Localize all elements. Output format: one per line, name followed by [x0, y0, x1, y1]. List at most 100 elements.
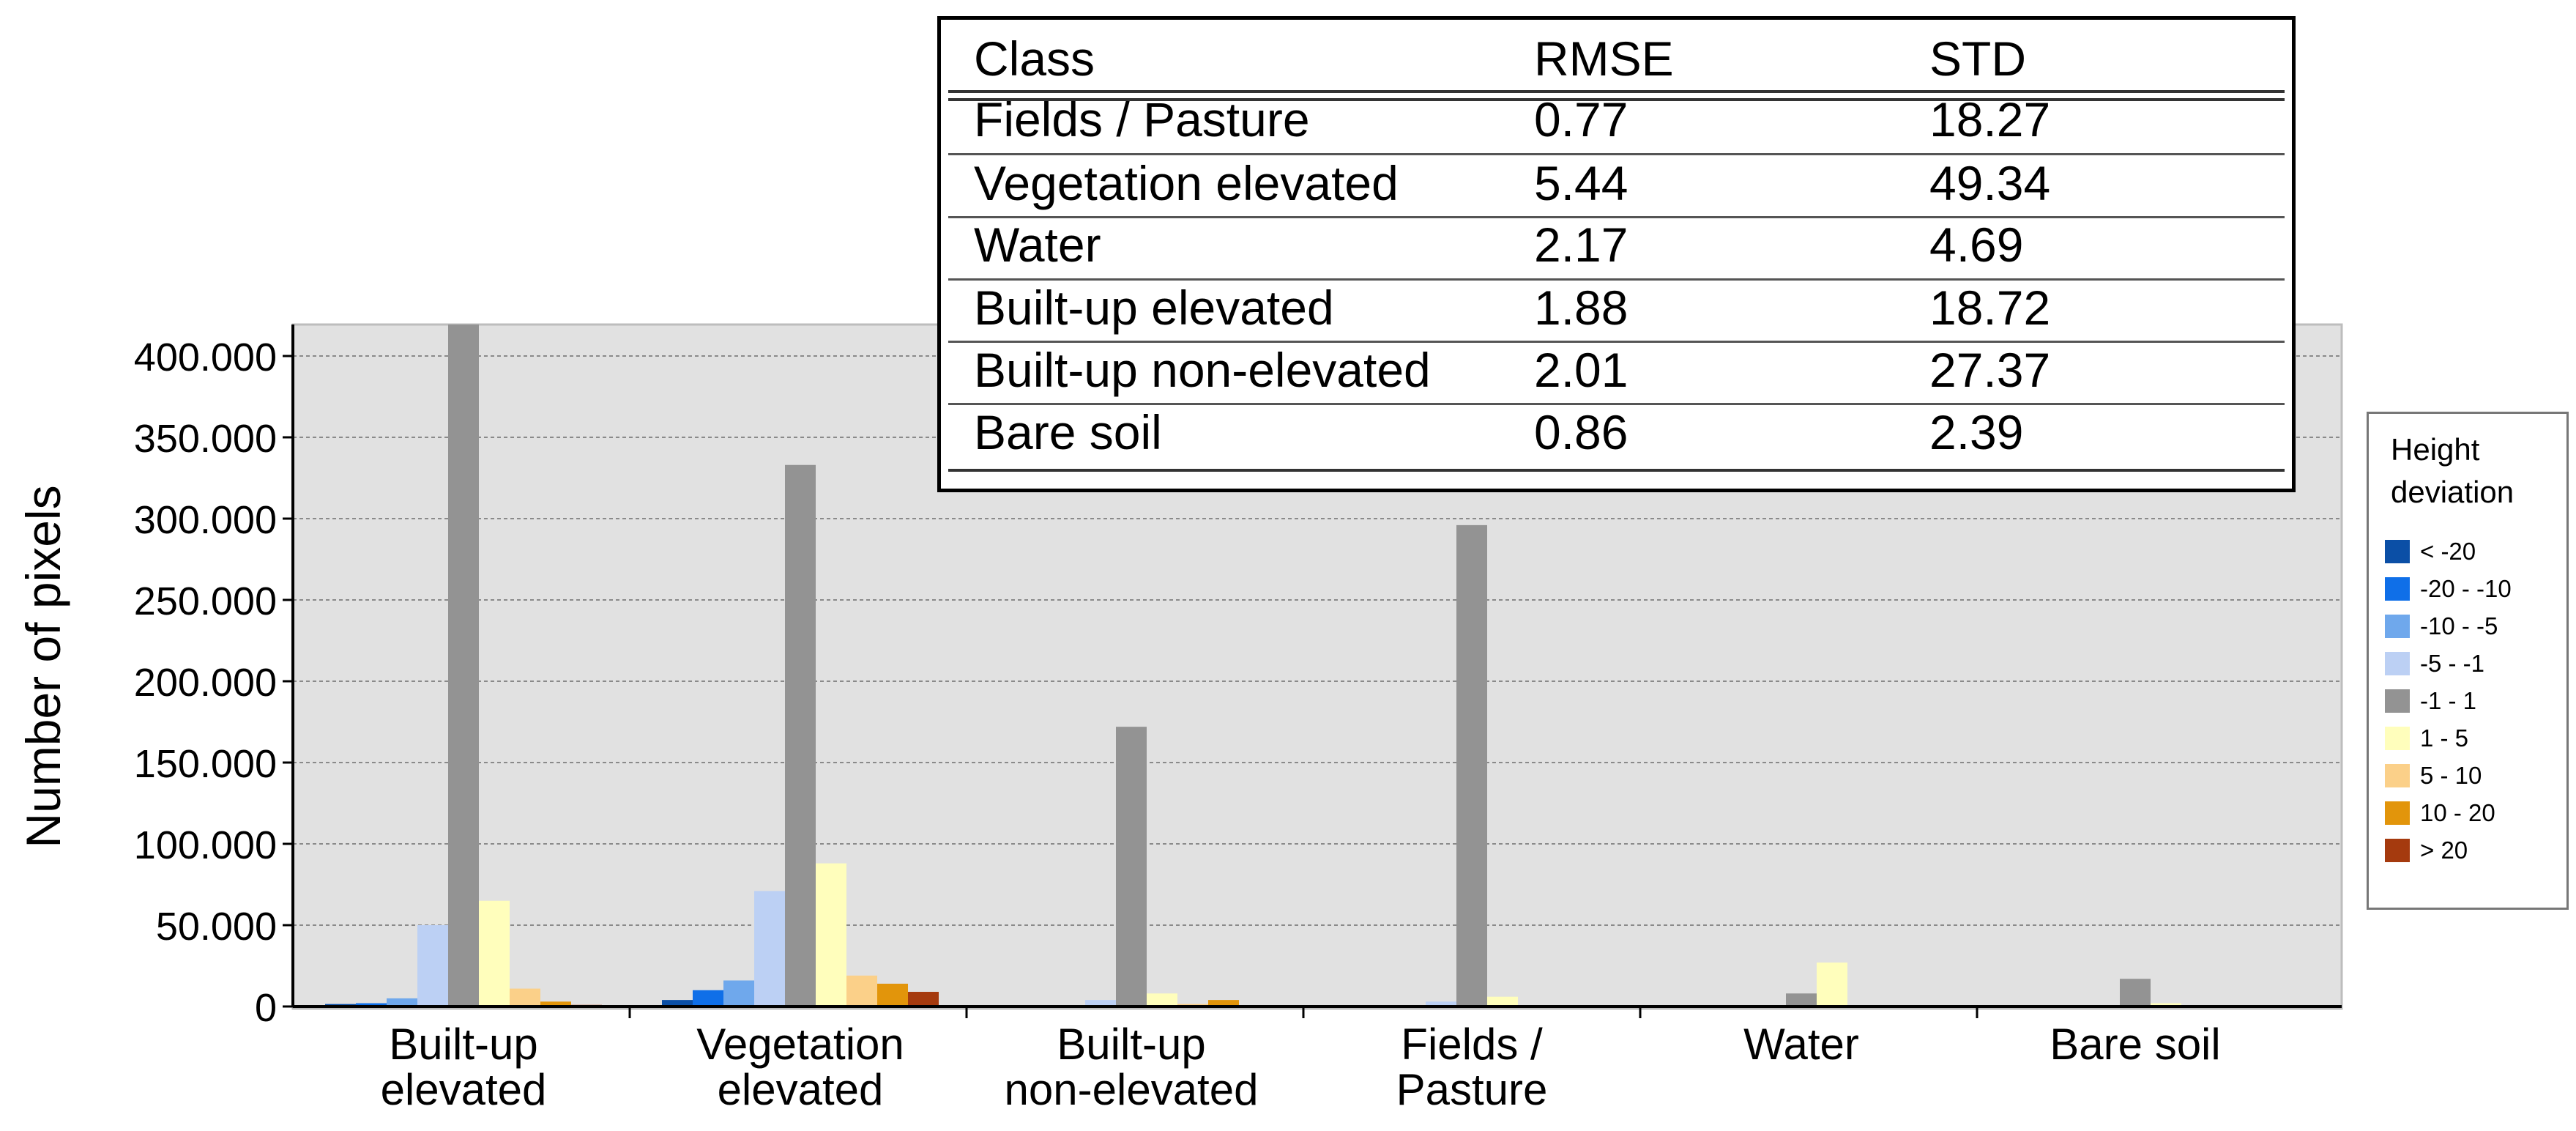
bar: [785, 464, 816, 1006]
table-cell-class: Vegetation elevated: [974, 156, 1399, 210]
legend-swatch: [2385, 764, 2410, 787]
bar: [540, 1001, 571, 1006]
table-row: Built-up non-elevated 2.01 27.37: [941, 338, 2292, 401]
bar: [2151, 1003, 2181, 1006]
legend-swatch: [2385, 801, 2410, 825]
table-cell-class: Built-up non-elevated: [974, 343, 1431, 397]
bar: [479, 900, 510, 1006]
bar: [510, 988, 540, 1006]
legend-swatch: [2385, 577, 2410, 601]
bar: [877, 983, 908, 1006]
x-tick-label: Vegetation elevated: [696, 1020, 904, 1114]
legend-label: -1 - 1: [2420, 687, 2477, 714]
bar: [448, 325, 479, 1006]
x-tick-label: Water: [1743, 1020, 1859, 1069]
legend-swatch: [2385, 652, 2410, 675]
table-cell-std: 18.27: [1929, 92, 2051, 147]
bar: [387, 998, 417, 1006]
legend-swatch: [2385, 540, 2410, 563]
bar: [662, 1000, 693, 1006]
table-cell-rmse: 2.17: [1534, 218, 1628, 272]
bar: [693, 990, 723, 1006]
x-tick-label: Fields / Pasture: [1396, 1020, 1548, 1114]
table-cell-rmse: 0.86: [1534, 405, 1628, 459]
table-row: Vegetation elevated 5.44 49.34: [941, 152, 2292, 215]
table-row: Bare soil 0.86 2.39: [941, 401, 2292, 464]
table-divider: [948, 98, 2285, 101]
bar: [908, 992, 939, 1006]
table-row: Water 2.17 4.69: [941, 213, 2292, 276]
table-divider: [948, 278, 2285, 281]
y-tick-label: 300.000: [134, 498, 277, 542]
legend-label: -20 - -10: [2420, 575, 2512, 602]
y-tick-label: 250.000: [134, 579, 277, 623]
y-tick-label: 400.000: [134, 335, 277, 379]
table-cell-class: Fields / Pasture: [974, 92, 1310, 147]
legend-label: > 20: [2420, 837, 2468, 864]
y-tick-label: 100.000: [134, 823, 277, 867]
table-cell-class: Bare soil: [974, 405, 1162, 459]
bar: [417, 925, 448, 1006]
bar: [1085, 1000, 1116, 1006]
y-axis-label: Number of pixels: [16, 485, 70, 848]
legend-label: < -20: [2420, 538, 2476, 565]
legend-label: 5 - 10: [2420, 762, 2482, 789]
table-divider: [948, 90, 2285, 93]
legend: Height deviation < -20 -20 - -10 -10 - -5 -…: [2367, 412, 2569, 910]
stats-table: Class RMSE STD Fields / Pasture 0.77 18.…: [937, 16, 2296, 492]
table-cell-rmse: 2.01: [1534, 343, 1628, 397]
legend-swatch: [2385, 839, 2410, 862]
x-tick-label: Built-up non-elevated: [1005, 1020, 1259, 1114]
table-divider: [948, 403, 2285, 405]
bar: [1786, 993, 1817, 1006]
bar: [1208, 1000, 1239, 1006]
x-tick-label: Built-up elevated: [381, 1020, 547, 1114]
y-tick-label: 350.000: [134, 417, 277, 461]
table-divider: [948, 216, 2285, 218]
bar: [1147, 993, 1177, 1006]
table-cell-rmse: 1.88: [1534, 281, 1628, 335]
legend-swatch: [2385, 689, 2410, 713]
table-cell-std: 49.34: [1929, 156, 2051, 210]
bar: [723, 980, 754, 1006]
y-tick-label: 200.000: [134, 661, 277, 705]
header-class: Class: [974, 31, 1095, 86]
legend-label: 1 - 5: [2420, 724, 2469, 752]
y-tick-label: 150.000: [134, 742, 277, 786]
table-divider: [948, 469, 2285, 472]
table-cell-rmse: 0.77: [1534, 92, 1628, 147]
table-cell-std: 2.39: [1929, 405, 2024, 459]
legend-label: -5 - -1: [2420, 650, 2485, 677]
legend-swatch: [2385, 615, 2410, 638]
bar: [1817, 963, 1847, 1006]
table-cell-std: 18.72: [1929, 281, 2051, 335]
bar: [1426, 1001, 1456, 1006]
bar: [1456, 524, 1487, 1006]
y-tick-label: 0: [255, 986, 277, 1030]
table-cell-std: 4.69: [1929, 218, 2024, 272]
legend-label: 10 - 20: [2420, 799, 2495, 826]
header-rmse: RMSE: [1534, 31, 1674, 86]
legend-swatch: [2385, 727, 2410, 750]
table-cell-class: Water: [974, 218, 1101, 272]
bar: [816, 863, 846, 1006]
bar: [846, 975, 877, 1006]
y-tick-label: 50.000: [156, 905, 277, 949]
legend-title: Height deviation: [2391, 432, 2514, 509]
table-divider: [948, 341, 2285, 343]
bar: [754, 891, 785, 1006]
bar: [356, 1003, 387, 1006]
table-divider: [948, 153, 2285, 155]
table-row: Fields / Pasture 0.77 18.27: [941, 88, 2292, 151]
table-cell-class: Built-up elevated: [974, 281, 1334, 335]
stats-table-header: Class RMSE STD: [941, 27, 2292, 90]
table-row: Built-up elevated 1.88 18.72: [941, 276, 2292, 339]
bar: [1116, 727, 1147, 1006]
x-tick-label: Bare soil: [2050, 1020, 2220, 1069]
table-cell-std: 27.37: [1929, 343, 2051, 397]
bar: [1487, 996, 1518, 1006]
legend-label: -10 - -5: [2420, 612, 2498, 639]
header-std: STD: [1929, 31, 2026, 86]
bar: [2120, 979, 2151, 1006]
table-cell-rmse: 5.44: [1534, 156, 1628, 210]
